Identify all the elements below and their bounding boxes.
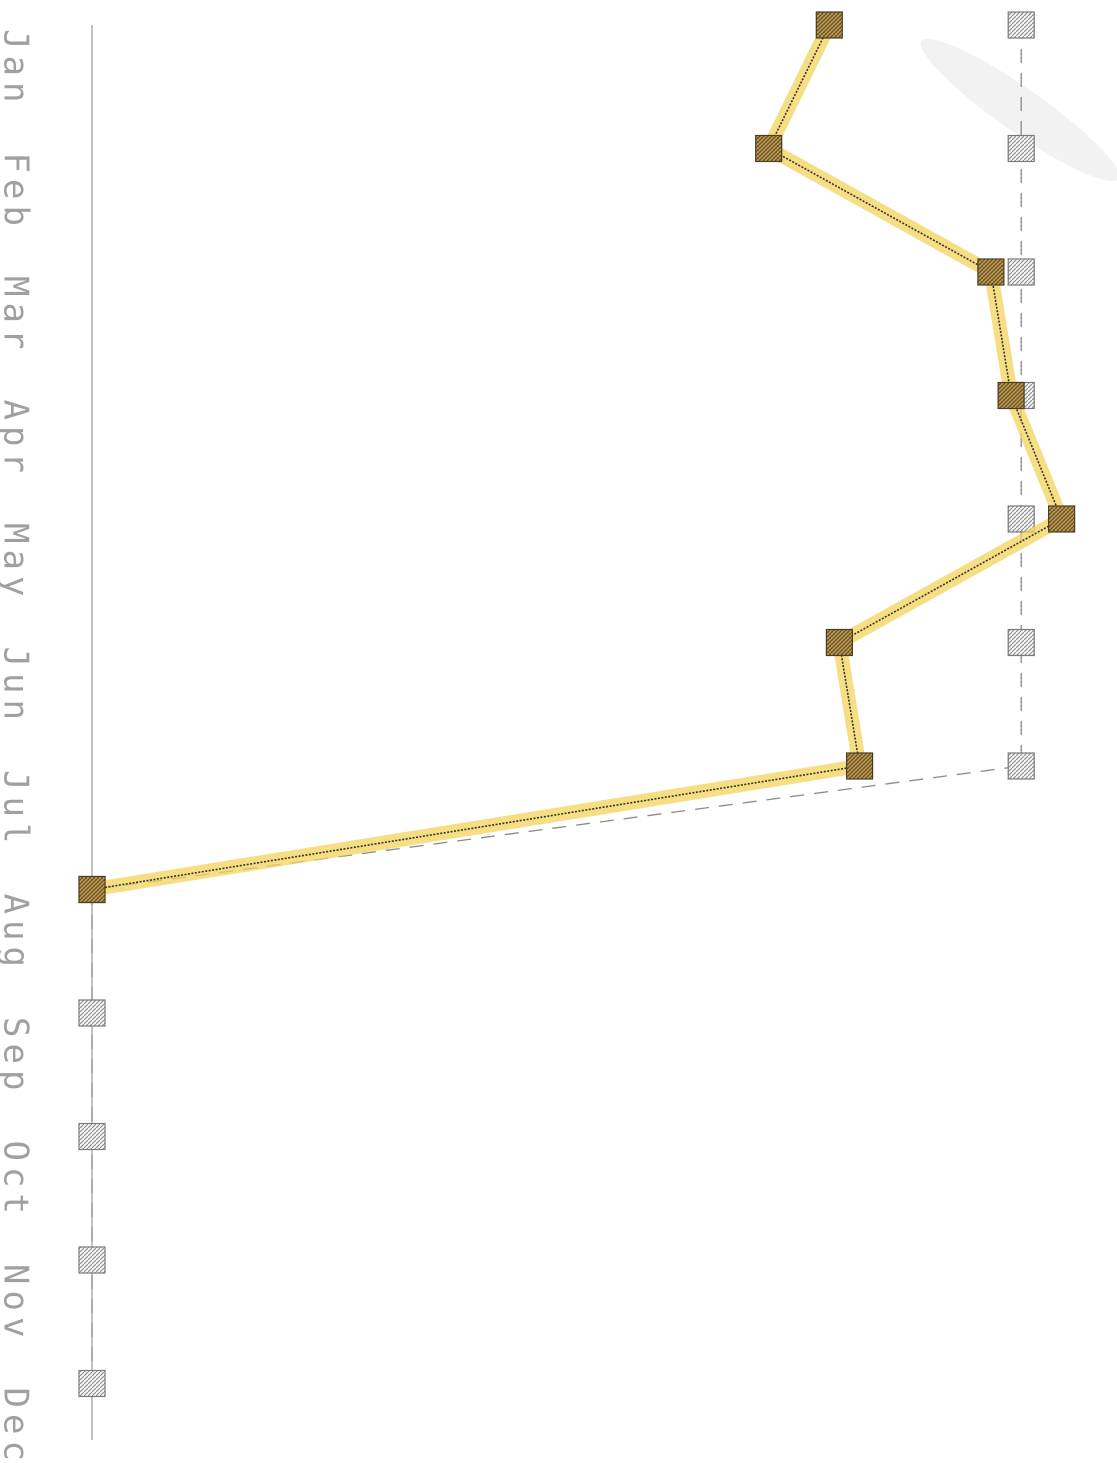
- data-point-feb: [755, 134, 783, 163]
- paper-smudge: [920, 38, 1117, 182]
- category-label-jan: Jan: [0, 29, 36, 108]
- data-point-aug: [78, 875, 106, 904]
- category-label-feb: Feb: [0, 153, 36, 232]
- series-1: [78, 11, 1035, 1398]
- category-label-sep: Sep: [0, 1017, 36, 1096]
- data-point-jul: [1007, 752, 1035, 780]
- category-label-jul: Jul: [0, 770, 36, 849]
- data-point-mar: [1007, 258, 1035, 286]
- data-point-sep: [78, 999, 106, 1027]
- data-point-dec: [78, 1369, 106, 1398]
- series-highlight: [85, 18, 1069, 897]
- data-point-jan: [1007, 11, 1035, 39]
- data-point-feb: [1007, 134, 1035, 163]
- category-labels: Jan Feb Mar Apr May Jun Jul Aug Sep Oct Nov Dec: [0, 29, 36, 1463]
- category-label-oct: Oct: [0, 1141, 36, 1220]
- category-label-dec: Dec: [0, 1388, 36, 1463]
- category-label-jun: Jun: [0, 647, 36, 726]
- data-point-apr: [997, 381, 1025, 410]
- category-label-mar: Mar: [0, 276, 36, 355]
- data-point-jun: [825, 628, 854, 657]
- series-layer: [78, 11, 1076, 1398]
- data-point-jul: [845, 752, 874, 780]
- data-point-may: [1047, 505, 1076, 533]
- data-point-mar: [977, 258, 1005, 286]
- data-point-jan: [815, 11, 843, 39]
- category-label-aug: Aug: [0, 894, 36, 973]
- series-line: [91, 24, 1063, 891]
- data-point-jun: [1007, 628, 1035, 657]
- data-point-oct: [78, 1122, 106, 1151]
- data-point-may: [1007, 505, 1035, 533]
- series-0: [78, 11, 1076, 904]
- data-point-nov: [78, 1246, 106, 1274]
- series-line: [91, 25, 1022, 1384]
- category-label-apr: Apr: [0, 400, 36, 479]
- category-label-may: May: [0, 523, 36, 602]
- category-label-nov: Nov: [0, 1264, 36, 1343]
